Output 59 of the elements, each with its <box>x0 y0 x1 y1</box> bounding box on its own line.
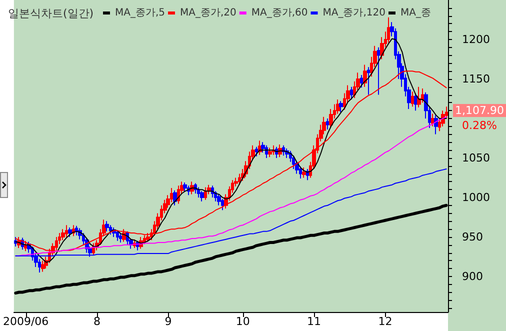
candlestick <box>363 64 367 88</box>
candlestick <box>434 114 438 135</box>
candlestick <box>75 225 78 236</box>
candlestick <box>119 233 123 243</box>
candlestick <box>41 260 45 272</box>
candlestick <box>326 118 329 130</box>
legend-label: MA_종가,60 <box>251 8 308 18</box>
candlestick <box>411 91 414 108</box>
legend-label: MA_종가,20 <box>180 8 236 18</box>
candlestick <box>360 74 363 88</box>
candlestick <box>302 166 306 178</box>
x-tick-label: 2009/06 <box>2 315 49 328</box>
candlestick <box>217 194 221 206</box>
candlestick <box>200 190 204 202</box>
candlestick <box>339 100 343 113</box>
x-tick-label: 10 <box>236 315 250 328</box>
candlestick <box>350 86 353 100</box>
legend-label: MA_종 <box>400 8 431 18</box>
candlestick <box>255 146 258 157</box>
candlestick <box>431 113 434 127</box>
text: 일본식차트(일간) <box>8 7 94 20</box>
x-tick-label: 12 <box>378 315 392 328</box>
candlestick <box>143 234 146 245</box>
candlestick <box>387 16 390 44</box>
y-tick-label: 900 <box>462 270 483 283</box>
x-tick-label: 8 <box>94 315 101 328</box>
y-tick-label: 1000 <box>462 190 490 204</box>
candlestick <box>268 147 272 158</box>
y-tick-label: 1150 <box>462 72 490 86</box>
candlestick <box>421 88 424 104</box>
candlestick <box>197 186 200 198</box>
y-tick-label: 1050 <box>462 151 490 164</box>
candlestick <box>299 166 302 180</box>
candlestick <box>68 226 72 238</box>
candlestick <box>336 99 340 114</box>
candlestick <box>173 190 177 206</box>
candlestick <box>292 155 295 170</box>
candlestick <box>109 224 112 236</box>
candlestick <box>105 220 109 232</box>
candlestick <box>116 230 119 242</box>
candlestick <box>221 198 224 211</box>
legend-label: MA_종가,120 <box>322 8 386 18</box>
candlestick <box>183 182 187 192</box>
candlestick <box>65 224 68 238</box>
candlestick <box>204 186 207 200</box>
y-tick-label: 1200 <box>462 32 490 46</box>
text: 1,107.90 <box>453 104 506 118</box>
candlestick <box>238 173 241 186</box>
candlestick <box>329 108 333 128</box>
x-tick-label: 11 <box>307 315 322 328</box>
candlestick <box>377 46 380 96</box>
candlestick <box>146 232 150 242</box>
legend-label: MA_종가,5 <box>115 8 166 18</box>
candlestick <box>367 66 370 96</box>
candlestick <box>417 86 421 108</box>
x-tick-label: 9 <box>164 315 172 328</box>
text: 0.28% <box>461 119 498 132</box>
y-tick-label: 950 <box>462 230 483 244</box>
candlestick <box>61 228 65 241</box>
